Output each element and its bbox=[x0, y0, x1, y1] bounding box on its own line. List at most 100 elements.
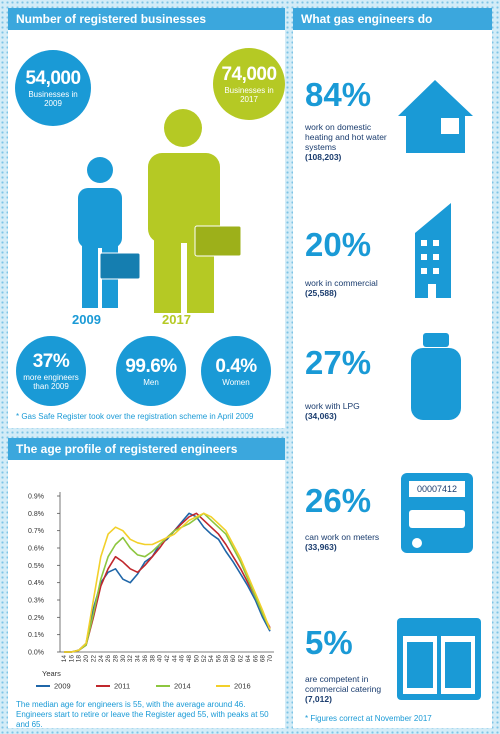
count: (34,063) bbox=[305, 411, 337, 421]
x-tick-label: 62 bbox=[238, 655, 245, 663]
x-tick-label: 70 bbox=[267, 655, 274, 663]
series-line bbox=[64, 512, 271, 653]
y-tick-label: 0.3% bbox=[28, 598, 44, 605]
count-value: 54,000 bbox=[25, 68, 81, 89]
x-tick-label: 58 bbox=[223, 655, 230, 663]
large-figure bbox=[148, 109, 242, 313]
oven-icon bbox=[397, 618, 481, 700]
legend-title: Years bbox=[42, 669, 61, 678]
x-tick-label: 60 bbox=[230, 655, 237, 663]
stat-label: more engineers than 2009 bbox=[23, 373, 79, 391]
year-label: 2017 bbox=[162, 312, 191, 327]
x-tick-label: 36 bbox=[142, 655, 149, 663]
x-tick-label: 52 bbox=[201, 655, 208, 663]
x-tick-label: 40 bbox=[157, 655, 164, 663]
x-tick-label: 24 bbox=[98, 655, 105, 663]
series-line bbox=[64, 512, 271, 653]
count-label: Businesses in 2009 bbox=[28, 90, 78, 108]
stat-badge: 99.6% Men bbox=[116, 336, 186, 406]
panel-title: What gas engineers do bbox=[293, 8, 492, 30]
x-tick-label: 18 bbox=[76, 655, 83, 663]
stat-value: 0.4% bbox=[215, 355, 257, 377]
x-tick-label: 48 bbox=[186, 655, 193, 663]
description-text: work with LPG bbox=[305, 401, 360, 411]
y-tick-label: 0.2% bbox=[28, 615, 44, 622]
footnote: * Figures correct at November 2017 bbox=[305, 714, 432, 723]
description: work in commercial (25,588) bbox=[305, 278, 387, 298]
stat-badge: 0.4% Women bbox=[201, 336, 271, 406]
description-text: can work on meters bbox=[305, 532, 380, 542]
y-tick-label: 0.9% bbox=[28, 494, 44, 501]
small-figure bbox=[78, 157, 141, 308]
meter-icon bbox=[401, 473, 473, 553]
x-tick-label: 28 bbox=[113, 655, 120, 663]
x-tick-label: 32 bbox=[127, 655, 134, 663]
description: are competent in commercial catering (7,0… bbox=[305, 674, 387, 704]
legend-label: 2014 bbox=[174, 682, 191, 691]
count-label: Businesses in 2017 bbox=[224, 86, 274, 104]
series-line bbox=[64, 512, 271, 653]
description: work on domestic heating and hot water s… bbox=[305, 122, 387, 162]
description-text: are competent in commercial catering bbox=[305, 674, 382, 694]
cylinder-icon bbox=[411, 333, 461, 420]
stat-label: Men bbox=[143, 377, 159, 387]
description-text: work in commercial bbox=[305, 278, 378, 288]
x-tick-label: 14 bbox=[61, 655, 68, 663]
x-tick-label: 64 bbox=[245, 655, 252, 663]
description-text: work on domestic heating and hot water s… bbox=[305, 122, 387, 152]
figures-illustration bbox=[78, 109, 242, 313]
percent: 20% bbox=[305, 226, 372, 263]
x-tick-label: 20 bbox=[83, 655, 90, 663]
y-tick-label: 0.0% bbox=[28, 650, 44, 657]
series-line bbox=[64, 512, 271, 653]
x-tick-label: 46 bbox=[179, 655, 186, 663]
work-icons: 00007412 bbox=[397, 80, 481, 700]
businesses-panel: Number of registered businesses 54,000 B… bbox=[8, 8, 285, 428]
x-tick-label: 22 bbox=[90, 655, 97, 663]
percent: 5% bbox=[305, 624, 353, 661]
chart-note: The median age for engineers is 55, with… bbox=[16, 700, 269, 729]
x-tick-label: 44 bbox=[171, 655, 178, 663]
y-tick-label: 0.7% bbox=[28, 528, 44, 535]
x-tick-label: 50 bbox=[193, 655, 200, 663]
y-tick-label: 0.4% bbox=[28, 580, 44, 587]
year-label: 2009 bbox=[72, 312, 101, 327]
y-tick-label: 0.6% bbox=[28, 546, 44, 553]
percent: 26% bbox=[305, 482, 372, 519]
y-tick-label: 0.1% bbox=[28, 632, 44, 639]
count: (33,963) bbox=[305, 542, 337, 552]
footnote: * Gas Safe Register took over the regist… bbox=[16, 412, 254, 421]
x-tick-label: 54 bbox=[208, 655, 215, 663]
y-tick-label: 0.5% bbox=[28, 563, 44, 570]
x-tick-label: 42 bbox=[164, 655, 171, 663]
x-tick-label: 38 bbox=[149, 655, 156, 663]
percent: 27% bbox=[305, 344, 372, 381]
age-panel: The age profile of registered engineers … bbox=[8, 438, 285, 729]
chart-title: The age profile of registered engineers bbox=[8, 438, 285, 460]
count-value: 74,000 bbox=[221, 64, 277, 85]
house-icon bbox=[398, 80, 473, 153]
count-badge: 74,000 Businesses in 2017 bbox=[213, 48, 285, 120]
x-tick-label: 26 bbox=[105, 655, 112, 663]
meter-reading: 00007412 bbox=[417, 484, 457, 494]
stat-value: 99.6% bbox=[125, 355, 177, 377]
x-tick-label: 34 bbox=[135, 655, 142, 663]
stat-label: Women bbox=[222, 377, 250, 387]
building-icon bbox=[415, 203, 451, 298]
stat-badge: 37% more engineers than 2009 bbox=[16, 336, 86, 406]
description: can work on meters (33,963) bbox=[305, 532, 387, 552]
x-tick-label: 68 bbox=[260, 655, 267, 663]
x-tick-label: 30 bbox=[120, 655, 127, 663]
count: (7,012) bbox=[305, 694, 332, 704]
legend-label: 2011 bbox=[114, 682, 130, 691]
line-chart: 0.0% 0.1% 0.2% 0.3% 0.4% 0.5% 0.6% 0.7% 0.8% 0.9%… bbox=[28, 492, 274, 691]
legend-label: 2016 bbox=[234, 682, 251, 691]
stat-value: 37% bbox=[32, 351, 70, 372]
y-tick-label: 0.8% bbox=[28, 511, 44, 518]
x-tick-label: 16 bbox=[68, 655, 75, 663]
description: work with LPG (34,063) bbox=[305, 401, 387, 421]
x-tick-label: 56 bbox=[216, 655, 223, 663]
work-panel: What gas engineers do 00007412 84 bbox=[293, 8, 492, 728]
percent: 84% bbox=[305, 76, 372, 113]
legend-label: 2009 bbox=[54, 682, 71, 691]
